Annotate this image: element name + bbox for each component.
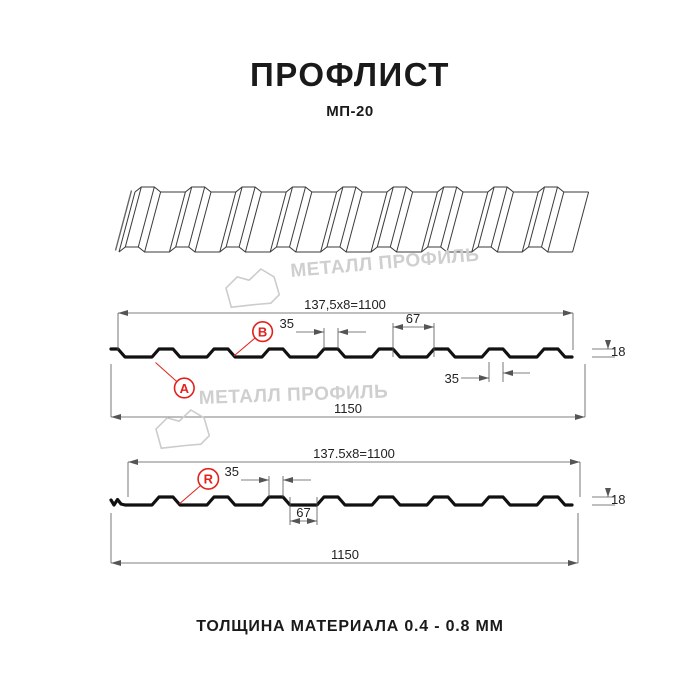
svg-text:МЕТАЛЛ ПРОФИЛЬ: МЕТАЛЛ ПРОФИЛЬ <box>290 245 481 282</box>
svg-text:МЕТАЛЛ ПРОФИЛЬ: МЕТАЛЛ ПРОФИЛЬ <box>198 381 388 409</box>
